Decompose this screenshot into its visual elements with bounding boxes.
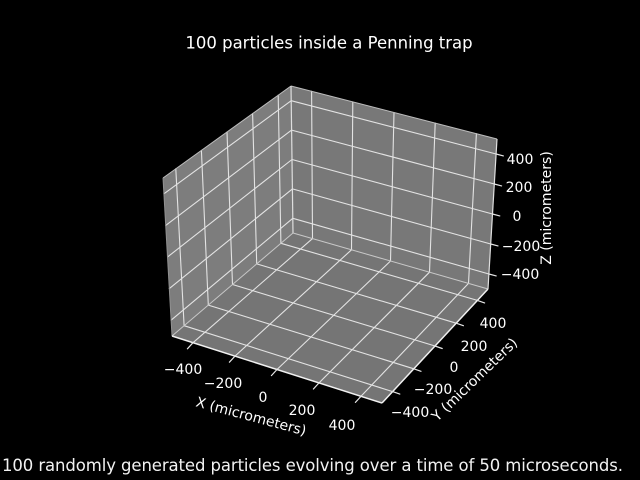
x-tick-marks <box>186 342 362 403</box>
x-tick-label-3: 200 <box>288 403 316 419</box>
grid-floor <box>183 238 478 397</box>
z-tick-label-0: 400 <box>506 152 534 168</box>
y-tick-label-4: −400 <box>390 405 430 421</box>
y-tick-label-3: −200 <box>413 382 453 398</box>
grid-left-wall <box>163 94 294 327</box>
z-tick-label-3: −200 <box>501 239 541 255</box>
box-edges <box>162 85 498 337</box>
y-tick-label-2: 0 <box>449 360 459 376</box>
x-tick-label-2: 0 <box>258 390 268 406</box>
y-tick-marks <box>392 299 486 395</box>
pane-left-wall <box>163 86 293 336</box>
z-tick-marks <box>488 153 504 277</box>
z-tick-label-1: 200 <box>505 180 533 196</box>
x-tick-label-0: −400 <box>163 362 203 378</box>
x-tick-label-4: 400 <box>328 418 356 434</box>
grid-right-wall <box>290 90 497 284</box>
y-tick-label-0: 400 <box>479 316 507 332</box>
z-tick-label-4: −400 <box>500 267 540 283</box>
figure-caption: 100 randomly generated particles evolvin… <box>2 456 623 475</box>
z-tick-label-2: 0 <box>512 209 522 225</box>
z-axis-label: Z (micrometers) <box>539 151 555 265</box>
plot-title: 100 particles inside a Penning trap <box>185 33 473 53</box>
x-tick-label-1: −200 <box>203 376 243 392</box>
y-tick-label-1: 200 <box>460 339 488 355</box>
